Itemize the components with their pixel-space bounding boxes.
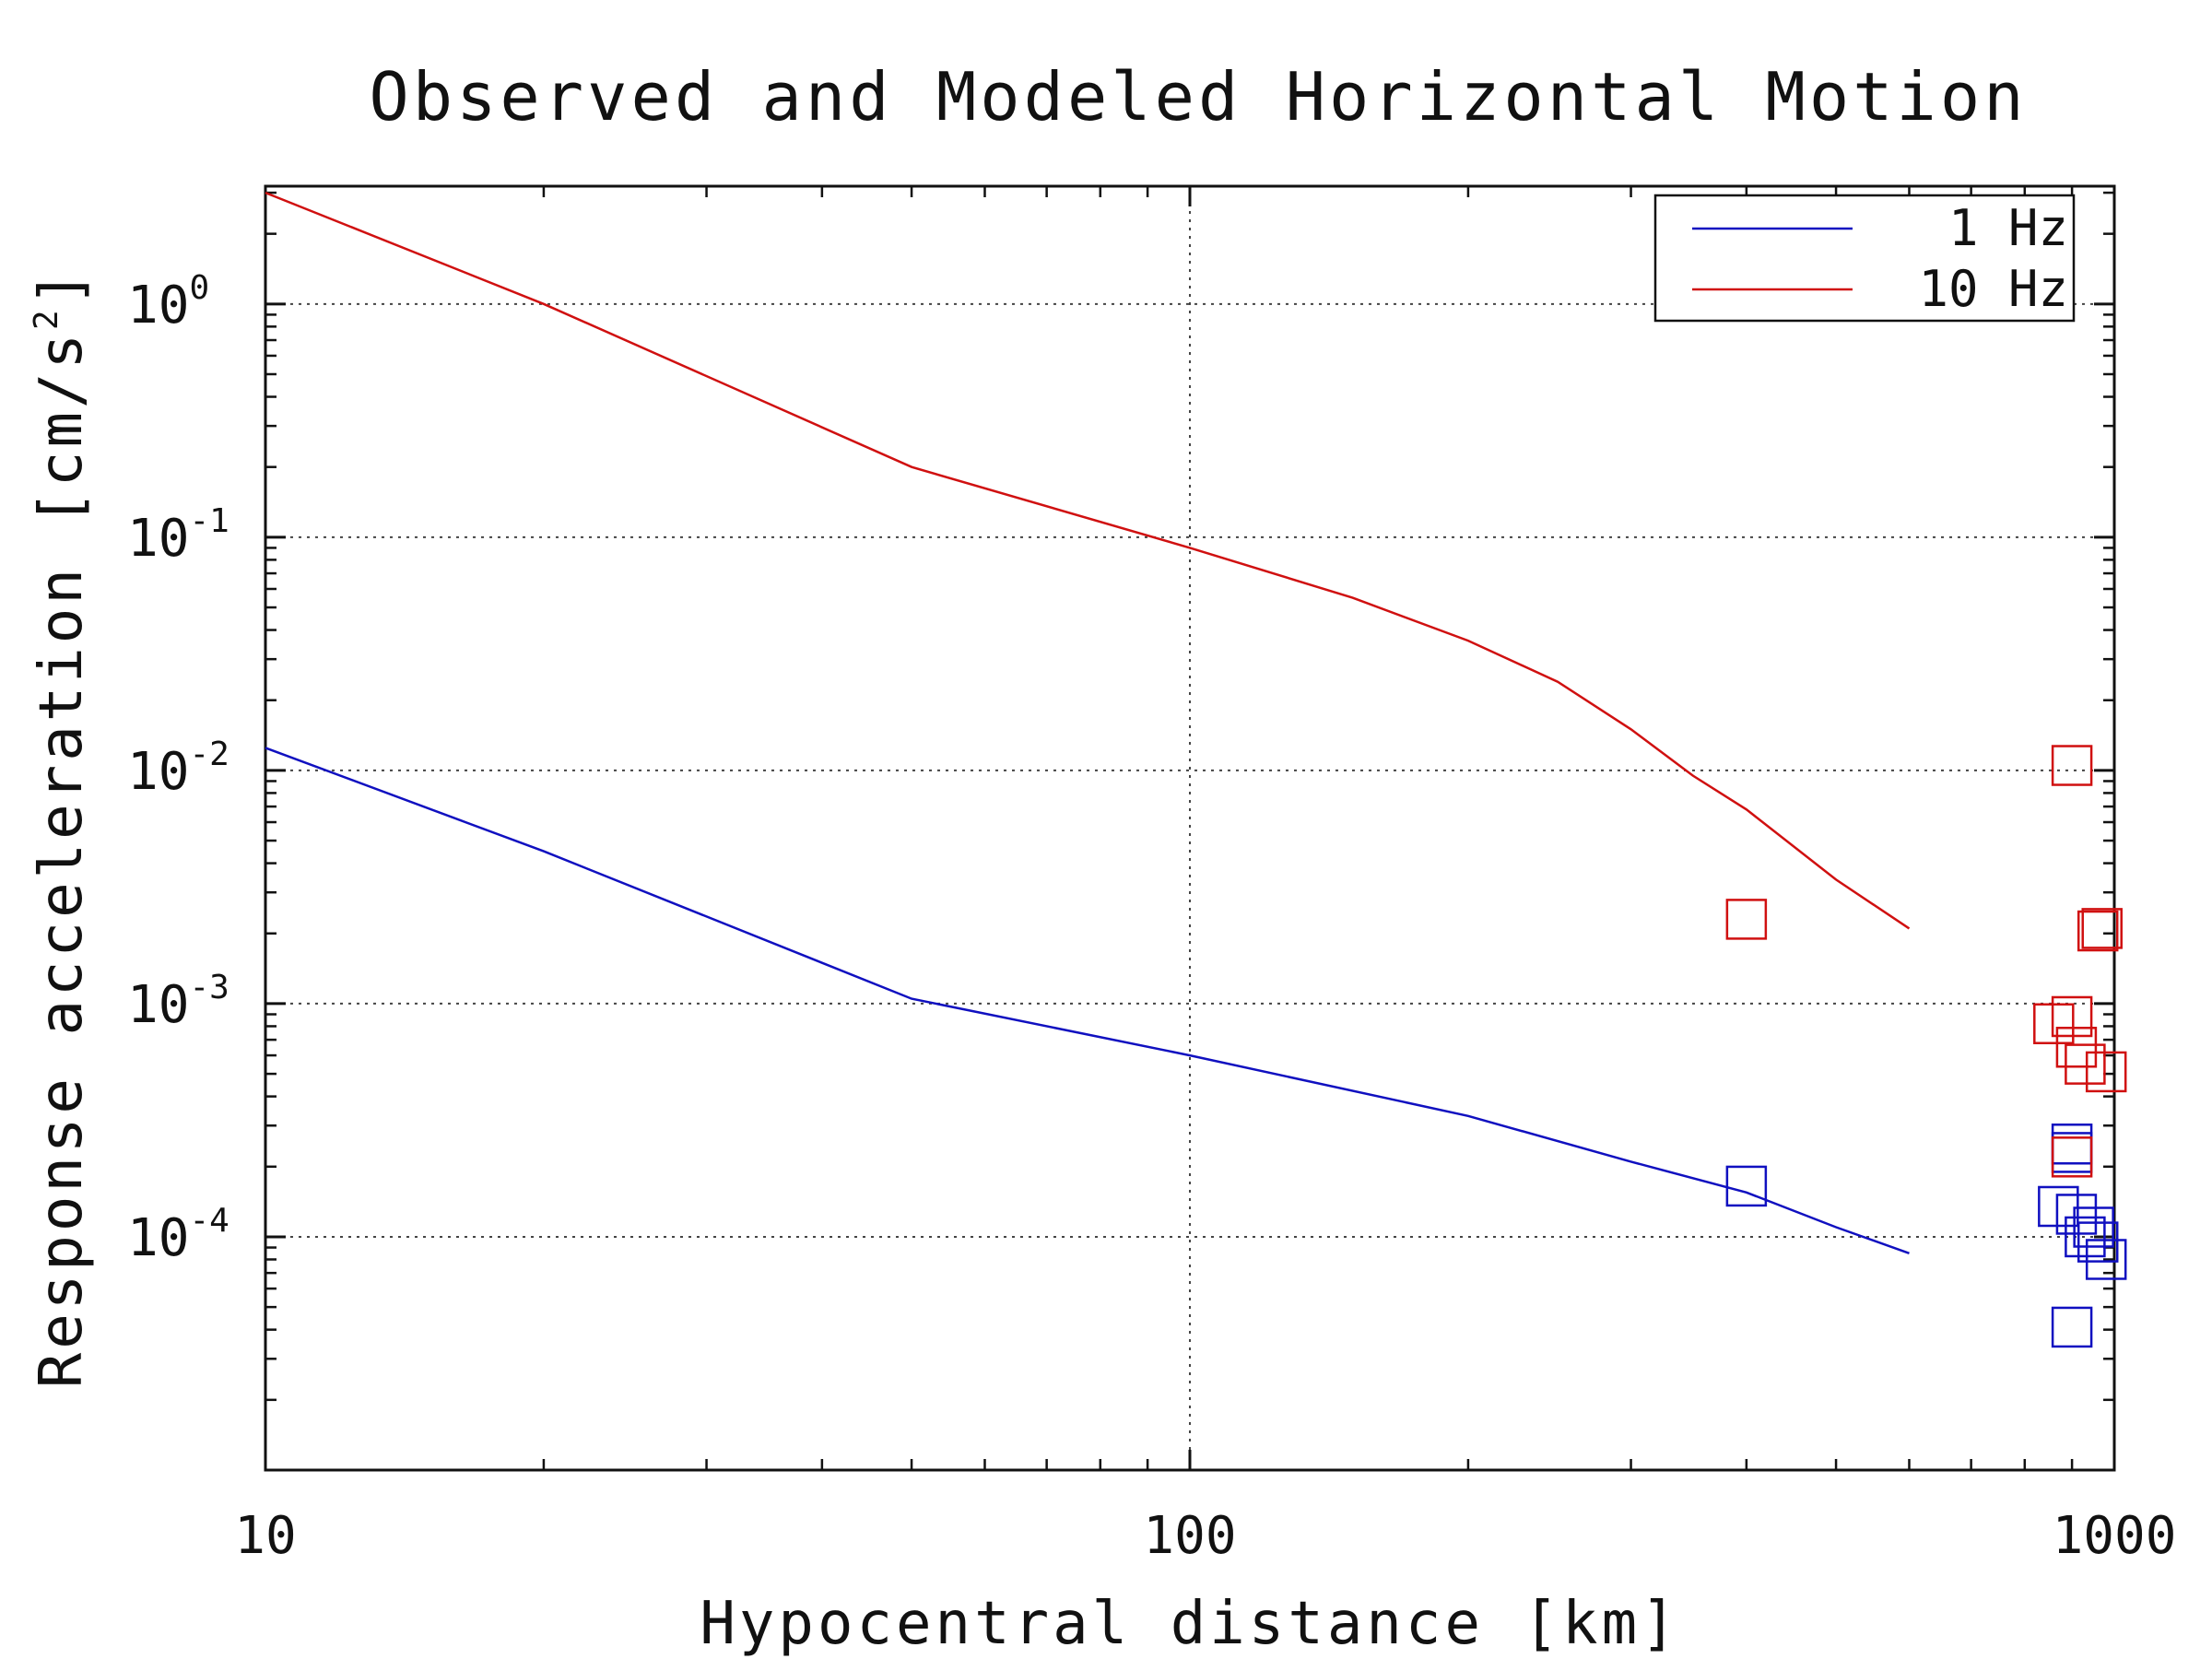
observed-point-10-hz	[2051, 745, 2093, 786]
y-axis-label-end: ]	[28, 267, 96, 307]
observed-point-10-hz	[2051, 1136, 2093, 1178]
y-axis-label: Response acceleration [cm/s2]	[28, 267, 96, 1389]
x-tick-label: 100	[1143, 1506, 1236, 1566]
y-tick-label: 10-1	[127, 502, 229, 569]
observed-point-1-hz	[2085, 1239, 2127, 1280]
observed-point-10-hz	[2081, 908, 2123, 949]
observed-point-10-hz	[2085, 1051, 2127, 1093]
y-tick-label: 10-4	[127, 1202, 229, 1268]
observed-point-1-hz	[2055, 1194, 2098, 1235]
x-axis-label: Hypocentral distance [km]	[700, 1590, 1679, 1658]
legend-box	[1653, 194, 2076, 323]
plot-area	[264, 184, 2127, 1472]
y-axis-label-text: Response acceleration [cm/s	[28, 330, 96, 1388]
chart-title: Observed and Modeled Horizontal Motion	[369, 58, 2027, 135]
legend-label-1-hz: 1 Hz	[1948, 199, 2068, 257]
y-axis-label-superscript: 2	[28, 306, 65, 330]
observed-point-1-hz	[2077, 1221, 2119, 1263]
legend: 1 Hz 10 Hz	[1653, 194, 2076, 323]
observed-point-1-hz	[2051, 1306, 2093, 1348]
axis-ticks	[264, 186, 2116, 1470]
x-tick-label: 1000	[2053, 1506, 2177, 1566]
observed-point-1-hz	[2073, 1206, 2114, 1248]
observed-markers	[1725, 745, 2127, 1348]
observed-point-1-hz	[2038, 1185, 2079, 1228]
y-tick-labels: 100 10-1 10-2 10-3 10-4	[127, 269, 229, 1268]
x-tick-label: 10	[234, 1506, 296, 1566]
observed-point-10-hz	[2077, 910, 2119, 952]
legend-label-10-hz: 10 Hz	[1918, 260, 2068, 318]
series-line-1-hz	[265, 747, 1910, 1254]
observed-point-1-hz	[2065, 1216, 2106, 1258]
series-line-10-hz	[265, 191, 1911, 930]
grid-lines	[265, 186, 2114, 1470]
observed-point-1-hz	[1725, 1165, 1768, 1207]
observed-point-10-hz	[2055, 1027, 2098, 1068]
y-tick-label: 10-2	[127, 735, 229, 802]
observed-point-10-hz	[1725, 899, 1768, 940]
series-lines	[265, 191, 1911, 1254]
y-tick-label: 10-3	[127, 969, 229, 1035]
x-tick-labels: 10 100 1000	[234, 1506, 2176, 1566]
observed-point-10-hz	[2065, 1043, 2106, 1085]
plot-frame	[264, 184, 2116, 1472]
y-tick-label: 100	[127, 269, 209, 335]
observed-point-10-hz	[2051, 995, 2093, 1038]
